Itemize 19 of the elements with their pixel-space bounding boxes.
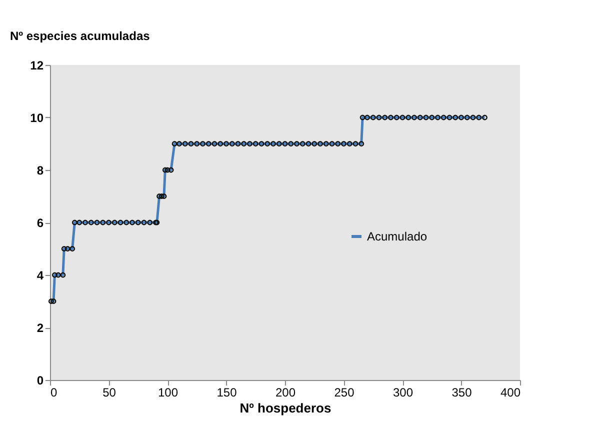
legend-label: Acumulado	[367, 230, 428, 244]
x-tick-label: 250	[334, 386, 355, 400]
x-tick-label: 100	[158, 386, 178, 400]
x-axis-title: Nº hospederos	[240, 400, 332, 416]
y-tick-label: 2	[36, 321, 44, 335]
x-tick-label: 200	[275, 386, 296, 400]
x-tick-label: 150	[216, 386, 238, 400]
x-tick-label: 400	[500, 386, 521, 400]
y-tick-label: 10	[30, 111, 44, 125]
x-tick-label: 300	[392, 386, 414, 400]
y-tick-label: 6	[36, 216, 44, 230]
y-tick-label: 8	[36, 164, 44, 178]
y-tick-label: 4	[36, 268, 44, 282]
y-tick-label: 0	[36, 374, 44, 388]
y-axis-title: Nº especies acumuladas	[10, 29, 150, 43]
x-tick-label: 0	[50, 386, 58, 400]
x-tick-label: 350	[452, 386, 472, 400]
x-tick-label: 50	[102, 386, 116, 400]
y-tick-label: 12	[30, 58, 44, 72]
